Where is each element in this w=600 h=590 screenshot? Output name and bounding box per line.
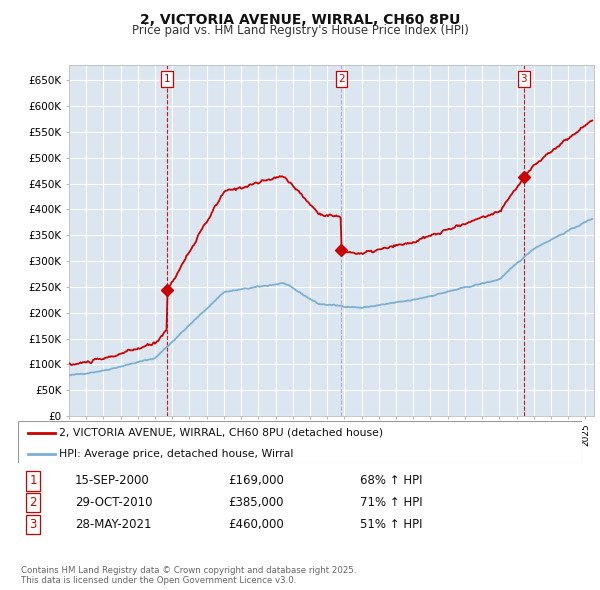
Text: Contains HM Land Registry data © Crown copyright and database right 2025.
This d: Contains HM Land Registry data © Crown c… bbox=[21, 566, 356, 585]
Text: 3: 3 bbox=[29, 518, 37, 531]
Text: £169,000: £169,000 bbox=[228, 474, 284, 487]
Text: £460,000: £460,000 bbox=[228, 518, 284, 531]
Text: 15-SEP-2000: 15-SEP-2000 bbox=[75, 474, 150, 487]
Text: Price paid vs. HM Land Registry's House Price Index (HPI): Price paid vs. HM Land Registry's House … bbox=[131, 24, 469, 37]
Text: 3: 3 bbox=[520, 74, 527, 84]
Text: HPI: Average price, detached house, Wirral: HPI: Average price, detached house, Wirr… bbox=[59, 449, 293, 459]
Text: 1: 1 bbox=[29, 474, 37, 487]
Text: 2, VICTORIA AVENUE, WIRRAL, CH60 8PU: 2, VICTORIA AVENUE, WIRRAL, CH60 8PU bbox=[140, 13, 460, 27]
Text: 29-OCT-2010: 29-OCT-2010 bbox=[75, 496, 152, 509]
Text: 71% ↑ HPI: 71% ↑ HPI bbox=[360, 496, 422, 509]
Text: 28-MAY-2021: 28-MAY-2021 bbox=[75, 518, 151, 531]
Text: 1: 1 bbox=[164, 74, 170, 84]
Text: £385,000: £385,000 bbox=[228, 496, 284, 509]
Text: 2: 2 bbox=[338, 74, 345, 84]
Text: 2, VICTORIA AVENUE, WIRRAL, CH60 8PU (detached house): 2, VICTORIA AVENUE, WIRRAL, CH60 8PU (de… bbox=[59, 428, 383, 438]
Text: 2: 2 bbox=[29, 496, 37, 509]
Text: 68% ↑ HPI: 68% ↑ HPI bbox=[360, 474, 422, 487]
Text: 51% ↑ HPI: 51% ↑ HPI bbox=[360, 518, 422, 531]
